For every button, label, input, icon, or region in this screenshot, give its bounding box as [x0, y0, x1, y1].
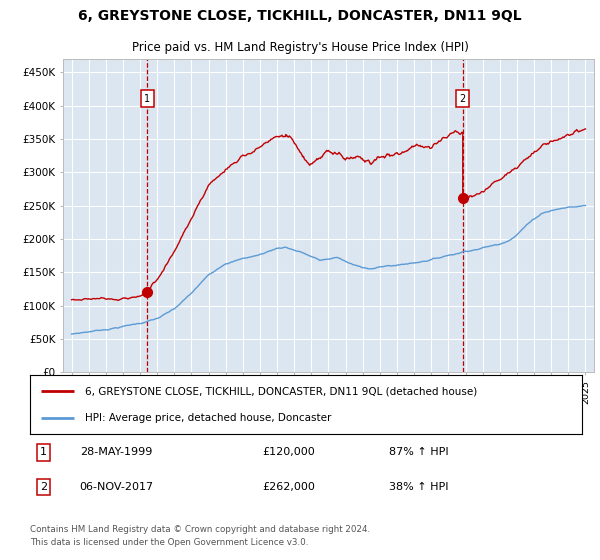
Text: HPI: Average price, detached house, Doncaster: HPI: Average price, detached house, Donc… [85, 413, 332, 423]
Text: 87% ↑ HPI: 87% ↑ HPI [389, 447, 448, 458]
Text: 1: 1 [144, 94, 150, 104]
Text: Contains HM Land Registry data © Crown copyright and database right 2024.
This d: Contains HM Land Registry data © Crown c… [30, 525, 370, 547]
Text: 6, GREYSTONE CLOSE, TICKHILL, DONCASTER, DN11 9QL (detached house): 6, GREYSTONE CLOSE, TICKHILL, DONCASTER,… [85, 386, 478, 396]
Text: 28-MAY-1999: 28-MAY-1999 [80, 447, 152, 458]
Text: £120,000: £120,000 [262, 447, 314, 458]
Text: 2: 2 [460, 94, 466, 104]
Text: £262,000: £262,000 [262, 482, 315, 492]
Text: 38% ↑ HPI: 38% ↑ HPI [389, 482, 448, 492]
Text: 2: 2 [40, 482, 47, 492]
Text: 06-NOV-2017: 06-NOV-2017 [80, 482, 154, 492]
Text: 6, GREYSTONE CLOSE, TICKHILL, DONCASTER, DN11 9QL: 6, GREYSTONE CLOSE, TICKHILL, DONCASTER,… [78, 9, 522, 23]
Text: Price paid vs. HM Land Registry's House Price Index (HPI): Price paid vs. HM Land Registry's House … [131, 41, 469, 54]
Text: 1: 1 [40, 447, 47, 458]
